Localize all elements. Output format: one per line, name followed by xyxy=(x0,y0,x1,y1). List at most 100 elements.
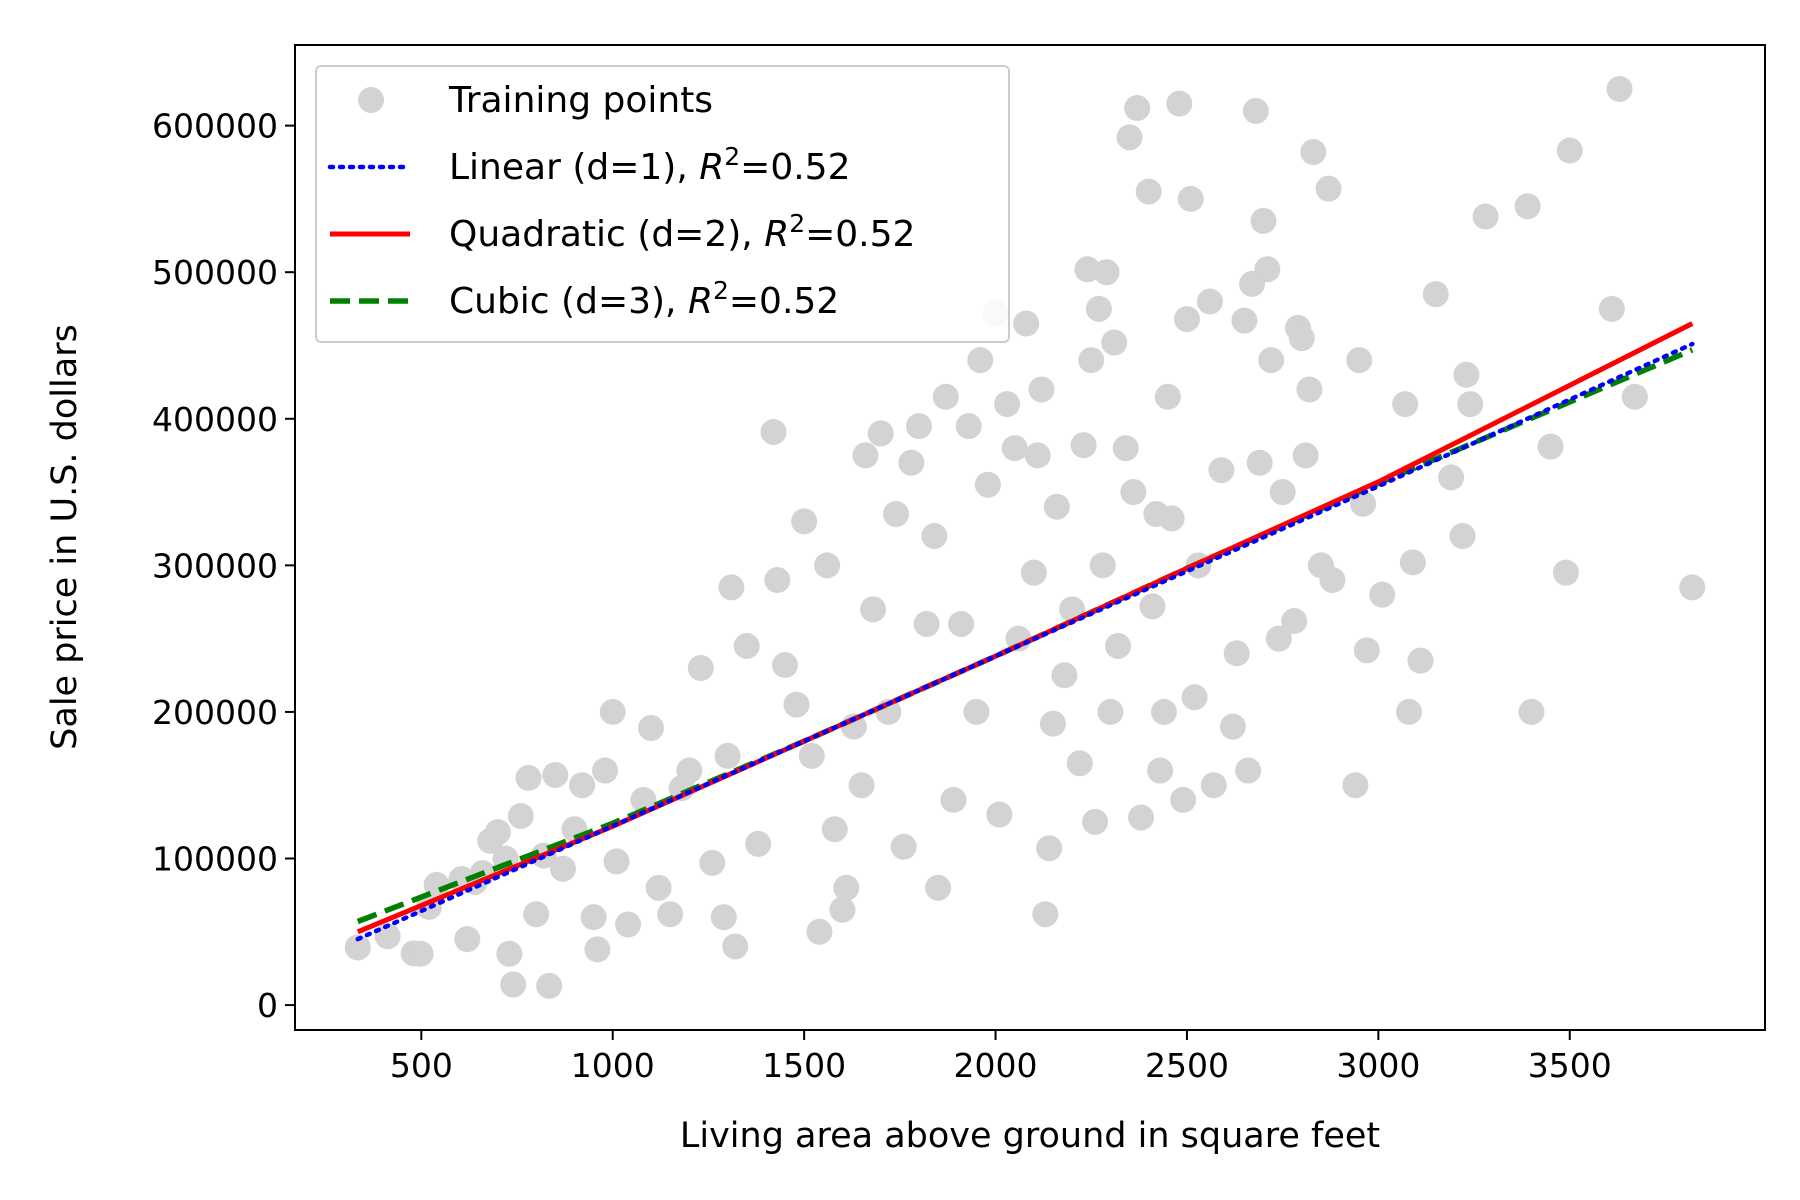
training-point xyxy=(584,936,611,963)
training-point xyxy=(1315,175,1342,202)
training-point xyxy=(1082,808,1109,835)
training-point xyxy=(699,849,726,876)
training-point xyxy=(1235,757,1262,784)
training-point xyxy=(867,420,894,447)
legend-training-marker xyxy=(358,87,384,113)
training-point xyxy=(484,819,511,846)
training-point xyxy=(932,383,959,410)
training-point xyxy=(806,918,833,945)
training-point xyxy=(1078,347,1105,374)
training-point xyxy=(1258,347,1285,374)
training-point xyxy=(1399,549,1426,576)
y-tick-label: 0 xyxy=(257,986,278,1025)
training-point xyxy=(1066,750,1093,777)
training-point xyxy=(1070,432,1097,459)
training-point xyxy=(407,940,434,967)
training-point xyxy=(986,801,1013,828)
training-point xyxy=(745,830,772,857)
y-axis-label: Sale price in U.S. dollars xyxy=(45,324,85,750)
training-point xyxy=(1173,306,1200,333)
y-tick-label: 500000 xyxy=(152,253,278,292)
training-point xyxy=(1116,124,1143,151)
training-point xyxy=(1101,329,1128,356)
legend-quadratic-label: Quadratic (d=2), R2=0.52 xyxy=(449,209,915,255)
training-point xyxy=(940,786,967,813)
legend-linear-label: Linear (d=1), R2=0.52 xyxy=(449,142,850,188)
training-point xyxy=(523,901,550,928)
training-point xyxy=(542,761,569,788)
y-tick-label: 200000 xyxy=(152,693,278,732)
training-point xyxy=(1196,288,1223,315)
legend-box xyxy=(315,65,1010,343)
training-point xyxy=(772,652,798,679)
training-point xyxy=(1537,433,1564,460)
training-point xyxy=(1051,662,1078,689)
training-point xyxy=(657,901,684,928)
training-point xyxy=(1392,391,1419,418)
training-point xyxy=(714,742,741,769)
y-tick-label: 400000 xyxy=(152,400,278,439)
training-point xyxy=(733,632,760,659)
training-point xyxy=(1395,698,1422,725)
training-point xyxy=(630,786,657,813)
training-point xyxy=(1231,307,1258,334)
x-tick-label: 2500 xyxy=(1145,1046,1229,1085)
training-point xyxy=(1158,505,1185,532)
training-point xyxy=(852,442,879,469)
training-point xyxy=(1093,259,1120,286)
scatter-points xyxy=(344,75,1706,999)
training-point xyxy=(569,772,596,799)
training-point xyxy=(1208,457,1235,484)
training-point xyxy=(764,567,791,594)
training-point xyxy=(1020,559,1047,586)
training-point xyxy=(1472,203,1499,230)
training-point xyxy=(1269,479,1296,506)
training-point xyxy=(1170,786,1197,813)
training-point xyxy=(1514,193,1541,220)
axis-ticks: 500 1000 1500 2000 2500 3000 3500 0 100000 200000… xyxy=(152,107,1612,1085)
training-point xyxy=(1120,479,1147,506)
training-point xyxy=(515,764,542,791)
training-point xyxy=(948,610,975,637)
training-point xyxy=(1449,523,1476,550)
training-point xyxy=(1319,567,1346,594)
training-point xyxy=(994,391,1021,418)
legend-training-label: Training points xyxy=(448,80,713,121)
training-point xyxy=(615,911,642,938)
training-point xyxy=(1200,772,1227,799)
training-point xyxy=(783,691,810,718)
training-point xyxy=(1147,757,1174,784)
training-point xyxy=(1281,608,1308,635)
training-point xyxy=(913,610,940,637)
training-point xyxy=(898,449,925,476)
training-point xyxy=(1013,310,1040,337)
training-point xyxy=(833,874,860,901)
training-point xyxy=(1346,347,1373,374)
training-point xyxy=(580,904,607,931)
training-point xyxy=(1181,684,1208,711)
training-point xyxy=(1518,698,1545,725)
training-point xyxy=(1150,698,1177,725)
training-point xyxy=(1024,442,1051,469)
training-point xyxy=(536,972,563,999)
training-point xyxy=(905,413,932,440)
training-point xyxy=(1407,647,1434,674)
training-point xyxy=(1300,139,1327,166)
training-point xyxy=(1089,552,1116,579)
training-point xyxy=(1453,361,1480,388)
training-point xyxy=(1353,637,1380,664)
training-point xyxy=(798,742,825,769)
x-tick-label: 3500 xyxy=(1528,1046,1612,1085)
training-point xyxy=(1124,95,1151,122)
training-point xyxy=(829,896,856,923)
training-point xyxy=(1032,901,1059,928)
legend: Training points Linear (d=1), R2=0.52 Quad… xyxy=(315,65,1010,343)
training-point xyxy=(1438,464,1465,491)
training-point xyxy=(599,698,626,725)
training-point xyxy=(1154,383,1181,410)
training-point xyxy=(1223,640,1250,667)
training-point xyxy=(848,772,875,799)
training-point xyxy=(1039,710,1066,737)
training-point xyxy=(1085,295,1112,322)
